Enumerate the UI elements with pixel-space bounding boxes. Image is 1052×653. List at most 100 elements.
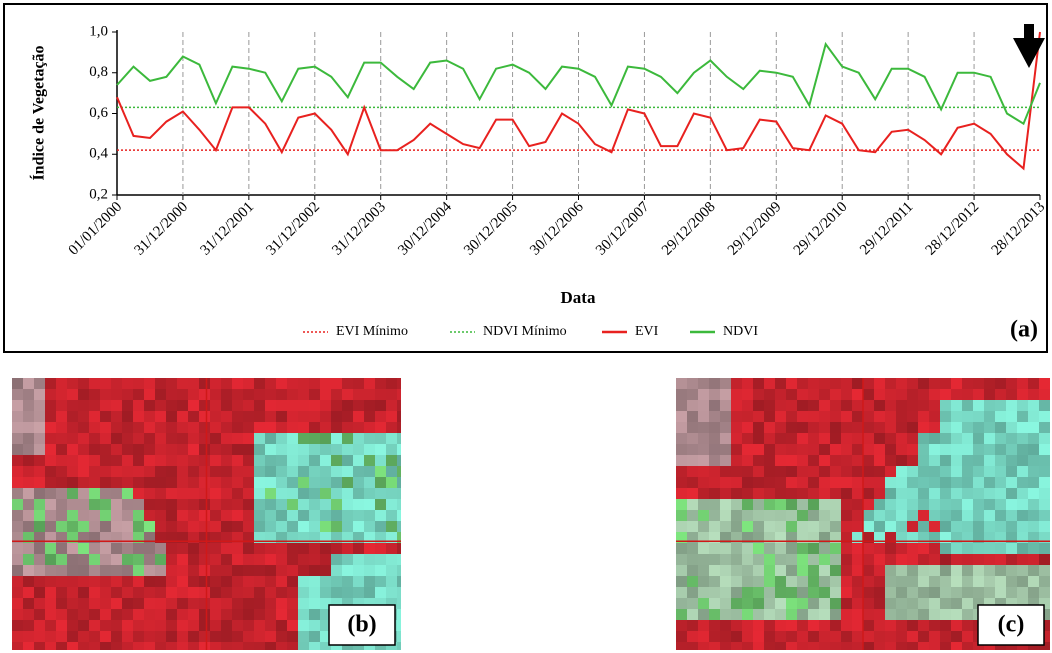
image-pixel (1017, 389, 1028, 400)
image-pixel (940, 455, 951, 466)
image-pixel (177, 631, 188, 642)
image-pixel (166, 521, 177, 532)
image-pixel (375, 411, 386, 422)
image-pixel (731, 521, 742, 532)
image-pixel (874, 455, 885, 466)
image-pixel (188, 532, 199, 543)
image-pixel (243, 400, 254, 411)
image-pixel (1028, 576, 1039, 587)
image-pixel (1039, 477, 1050, 488)
image-pixel (254, 598, 265, 609)
image-pixel (830, 554, 841, 565)
image-pixel (210, 598, 221, 609)
image-pixel (676, 466, 687, 477)
image-pixel (896, 400, 907, 411)
image-pixel (819, 444, 830, 455)
legend-label: NDVI Mínimo (483, 324, 567, 339)
image-pixel (995, 587, 1006, 598)
image-pixel (166, 455, 177, 466)
image-pixel (709, 554, 720, 565)
image-pixel (67, 620, 78, 631)
image-pixel (166, 378, 177, 389)
image-pixel (100, 389, 111, 400)
image-pixel (199, 400, 210, 411)
image-pixel (23, 389, 34, 400)
image-pixel (210, 543, 221, 554)
image-pixel (962, 642, 973, 650)
image-pixel (786, 576, 797, 587)
image-pixel (34, 642, 45, 650)
image-pixel (852, 488, 863, 499)
image-pixel (720, 598, 731, 609)
image-pixel (23, 565, 34, 576)
image-pixel (819, 554, 830, 565)
image-pixel (254, 587, 265, 598)
image-pixel (144, 521, 155, 532)
image-pixel (188, 444, 199, 455)
image-pixel (342, 477, 353, 488)
image-pixel (155, 510, 166, 521)
image-pixel (995, 554, 1006, 565)
image-pixel (742, 488, 753, 499)
image-pixel (852, 587, 863, 598)
image-pixel (709, 631, 720, 642)
image-pixel (386, 444, 397, 455)
image-pixel (78, 411, 89, 422)
image-pixel (940, 433, 951, 444)
image-pixel (819, 411, 830, 422)
image-pixel (984, 400, 995, 411)
image-pixel (808, 444, 819, 455)
image-pixel (188, 477, 199, 488)
image-pixel (841, 389, 852, 400)
image-pixel (34, 631, 45, 642)
image-pixel (331, 411, 342, 422)
image-pixel (830, 565, 841, 576)
image-pixel (951, 510, 962, 521)
image-pixel (100, 543, 111, 554)
image-pixel (12, 521, 23, 532)
image-pixel (34, 455, 45, 466)
image-pixel (12, 389, 23, 400)
image-pixel (309, 565, 320, 576)
label-box (328, 604, 396, 646)
image-pixel (287, 444, 298, 455)
image-pixel (243, 433, 254, 444)
image-pixel (320, 433, 331, 444)
image-pixel (775, 587, 786, 598)
image-pixel (254, 466, 265, 477)
image-pixel (819, 587, 830, 598)
image-pixel (166, 400, 177, 411)
image-pixel (177, 499, 188, 510)
image-pixel (133, 554, 144, 565)
image-pixel (885, 532, 896, 543)
image-pixel (786, 532, 797, 543)
image-pixel (1006, 378, 1017, 389)
image-pixel (720, 631, 731, 642)
image-pixel (265, 631, 276, 642)
image-pixel (221, 444, 232, 455)
image-pixel (375, 444, 386, 455)
image-pixel (364, 477, 375, 488)
image-pixel (797, 378, 808, 389)
image-pixel (731, 631, 742, 642)
image-pixel (100, 411, 111, 422)
image-pixel (199, 620, 210, 631)
image-pixel (309, 543, 320, 554)
image-pixel (951, 587, 962, 598)
image-pixel (720, 389, 731, 400)
image-pixel (874, 543, 885, 554)
image-pixel (698, 389, 709, 400)
image-pixel (874, 598, 885, 609)
image-pixel (221, 378, 232, 389)
image-pixel (331, 455, 342, 466)
image-pixel (331, 510, 342, 521)
image-pixel (320, 576, 331, 587)
image-pixel (951, 455, 962, 466)
image-pixel (687, 466, 698, 477)
image-pixel (797, 488, 808, 499)
image-pixel (188, 620, 199, 631)
image-pixel (841, 554, 852, 565)
image-pixel (896, 510, 907, 521)
image-pixel (56, 499, 67, 510)
